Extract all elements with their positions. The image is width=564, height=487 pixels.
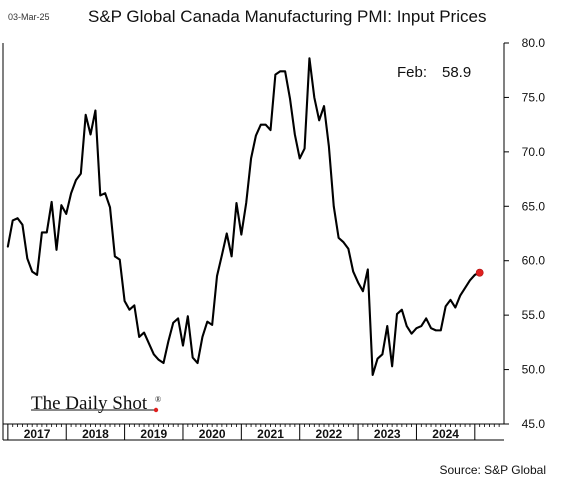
y-tick-label: 60.0 xyxy=(522,254,546,268)
chart-title: S&P Global Canada Manufacturing PMI: Inp… xyxy=(88,7,487,26)
watermark-mark: ® xyxy=(155,395,161,404)
watermark-text: The Daily Shot xyxy=(31,393,148,414)
series-line xyxy=(6,57,481,377)
x-tick-label: 2023 xyxy=(374,427,401,441)
x-axis: 2017 2018 2019 2020 2021 2022 2023 2024 xyxy=(7,424,500,441)
x-tick-label: 2018 xyxy=(82,427,109,441)
annotation-value: 58.9 xyxy=(442,64,471,81)
y-tick-label: 75.0 xyxy=(522,90,546,104)
x-tick-label: 2022 xyxy=(316,427,343,441)
watermark-logo: The Daily Shot ® xyxy=(31,393,161,414)
source-note: Source: S&P Global xyxy=(439,463,546,477)
y-tick-label: 50.0 xyxy=(522,363,546,377)
watermark-dot xyxy=(153,407,159,413)
y-tick-label: 45.0 xyxy=(522,417,546,431)
series-layer xyxy=(6,57,484,377)
y-tick-label: 65.0 xyxy=(522,199,546,213)
latest-point-marker xyxy=(475,268,484,277)
x-tick-label: 2021 xyxy=(257,427,284,441)
x-tick-label: 2019 xyxy=(140,427,167,441)
x-tick-label: 2020 xyxy=(199,427,226,441)
x-tick-label: 2024 xyxy=(432,427,459,441)
annotation-label: Feb: xyxy=(397,64,427,81)
y-axis: 45.0 50.0 55.0 60.0 65.0 70.0 75.0 80.0 xyxy=(504,36,545,431)
x-tick-label: 2017 xyxy=(24,427,51,441)
y-tick-label: 55.0 xyxy=(522,308,546,322)
latest-value-annotation: Feb: 58.9 xyxy=(397,64,471,81)
y-tick-label: 80.0 xyxy=(522,36,546,50)
plot-frame xyxy=(2,43,505,441)
date-stamp: 03-Mar-25 xyxy=(8,12,50,22)
y-tick-label: 70.0 xyxy=(522,145,546,159)
